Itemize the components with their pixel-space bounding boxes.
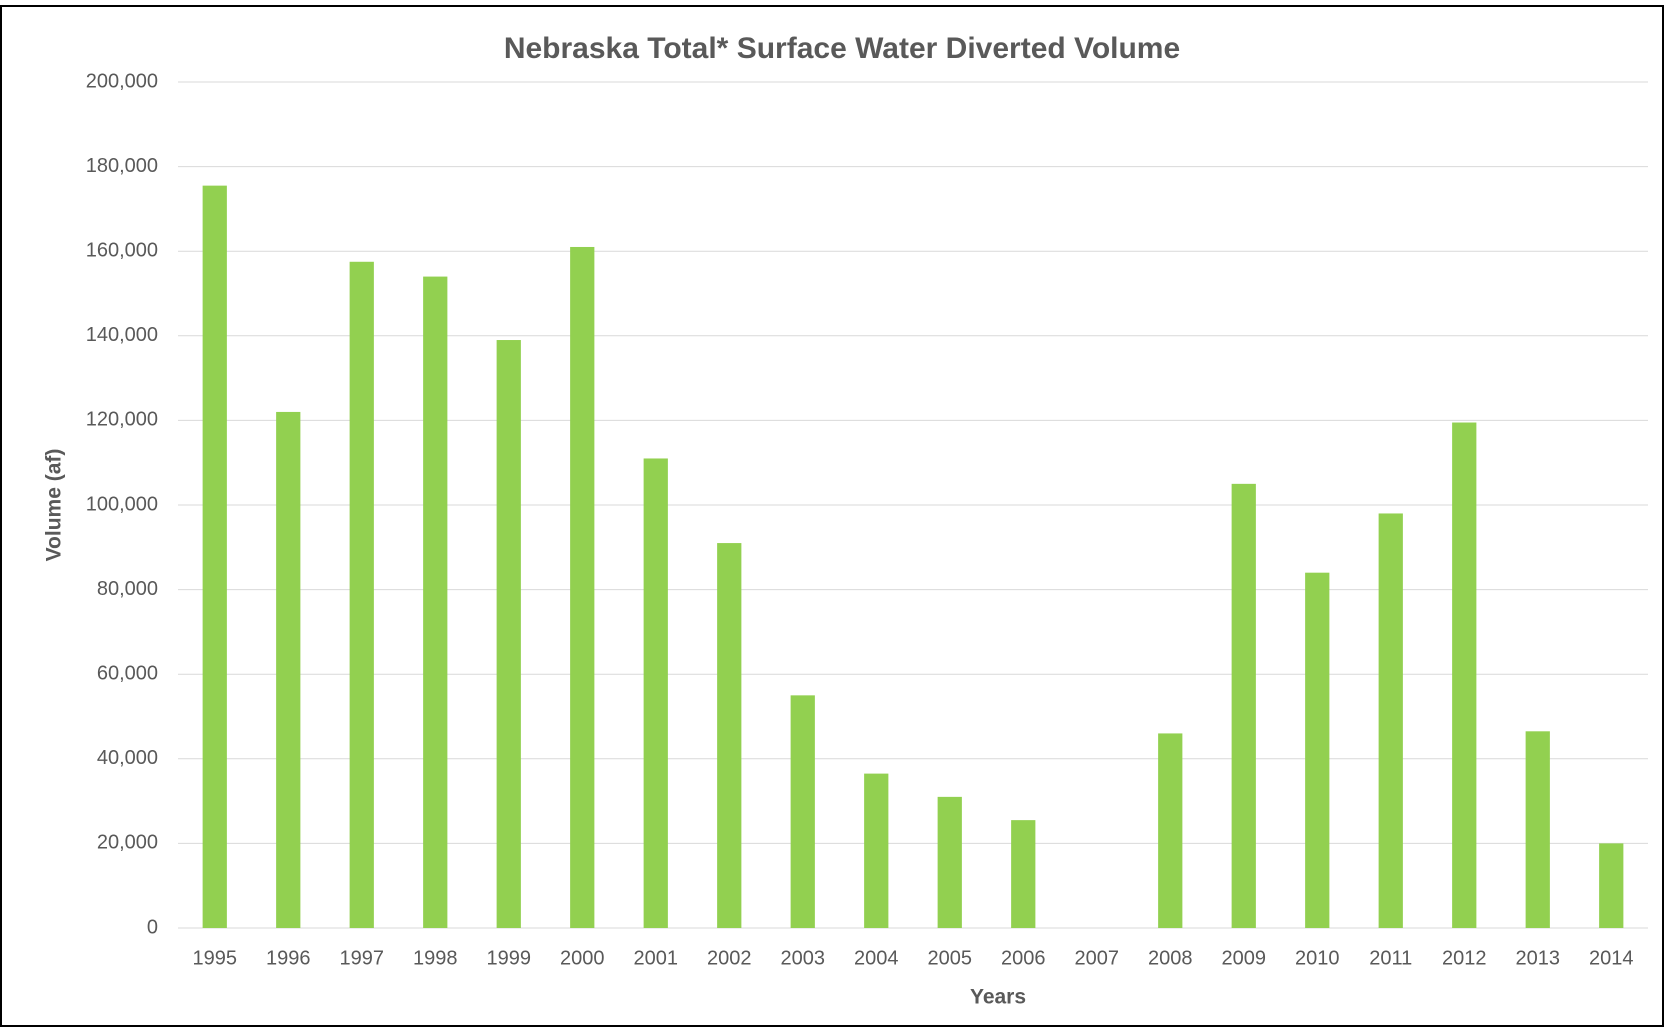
x-tick-label: 2010 <box>1295 947 1340 969</box>
x-tick-label: 2006 <box>1001 947 1046 969</box>
bar <box>864 773 889 928</box>
y-tick-label: 60,000 <box>97 662 158 684</box>
y-axis-title: Volume (af) <box>43 449 66 562</box>
bar <box>643 458 668 928</box>
x-tick-label: 2009 <box>1222 947 1267 969</box>
x-tick-label: 1996 <box>266 947 311 969</box>
bar <box>349 261 374 928</box>
x-tick-label: 2011 <box>1369 947 1412 969</box>
x-tick-label: 2001 <box>634 947 679 969</box>
x-tick-label: 2004 <box>854 947 899 969</box>
y-tick-label: 0 <box>147 916 158 938</box>
bar <box>570 246 595 929</box>
y-tick-label: 80,000 <box>97 578 158 600</box>
bar <box>1231 483 1256 928</box>
x-axis-title: Years <box>970 986 1026 1009</box>
chart-frame <box>0 5 1664 1027</box>
y-tick-label: 20,000 <box>97 832 158 854</box>
bar <box>276 411 301 928</box>
bar <box>1525 731 1550 928</box>
bar <box>1378 513 1403 928</box>
x-tick-label: 2007 <box>1075 947 1120 969</box>
x-tick-label: 2003 <box>781 947 826 969</box>
bar <box>1599 843 1624 928</box>
x-tick-label: 2005 <box>928 947 973 969</box>
y-tick-label: 40,000 <box>97 747 158 769</box>
x-tick-label: 2012 <box>1442 947 1487 969</box>
x-tick-label: 2008 <box>1148 947 1193 969</box>
x-tick-label: 2002 <box>707 947 752 969</box>
bar <box>1305 572 1330 928</box>
bar <box>423 276 448 929</box>
y-tick-label: 200,000 <box>86 70 158 92</box>
y-tick-label: 120,000 <box>86 409 158 431</box>
bar <box>202 185 227 928</box>
x-tick-label: 1998 <box>413 947 458 969</box>
x-tick-label: 1995 <box>193 947 238 969</box>
y-tick-label: 140,000 <box>86 324 158 346</box>
chart-title: Nebraska Total* Surface Water Diverted V… <box>504 32 1180 65</box>
y-tick-label: 160,000 <box>86 239 158 261</box>
x-tick-label: 1997 <box>340 947 385 969</box>
x-tick-label: 2013 <box>1516 947 1561 969</box>
bar <box>496 340 521 928</box>
bar <box>1158 733 1183 928</box>
x-tick-label: 2014 <box>1589 947 1634 969</box>
y-tick-label: 180,000 <box>86 155 158 177</box>
bar <box>1011 820 1036 928</box>
bar <box>1452 422 1477 928</box>
bar <box>937 796 962 928</box>
x-tick-label: 1999 <box>487 947 532 969</box>
bar <box>790 695 815 928</box>
y-tick-label: 100,000 <box>86 493 158 515</box>
x-tick-label: 2000 <box>560 947 605 969</box>
bar <box>717 543 742 928</box>
